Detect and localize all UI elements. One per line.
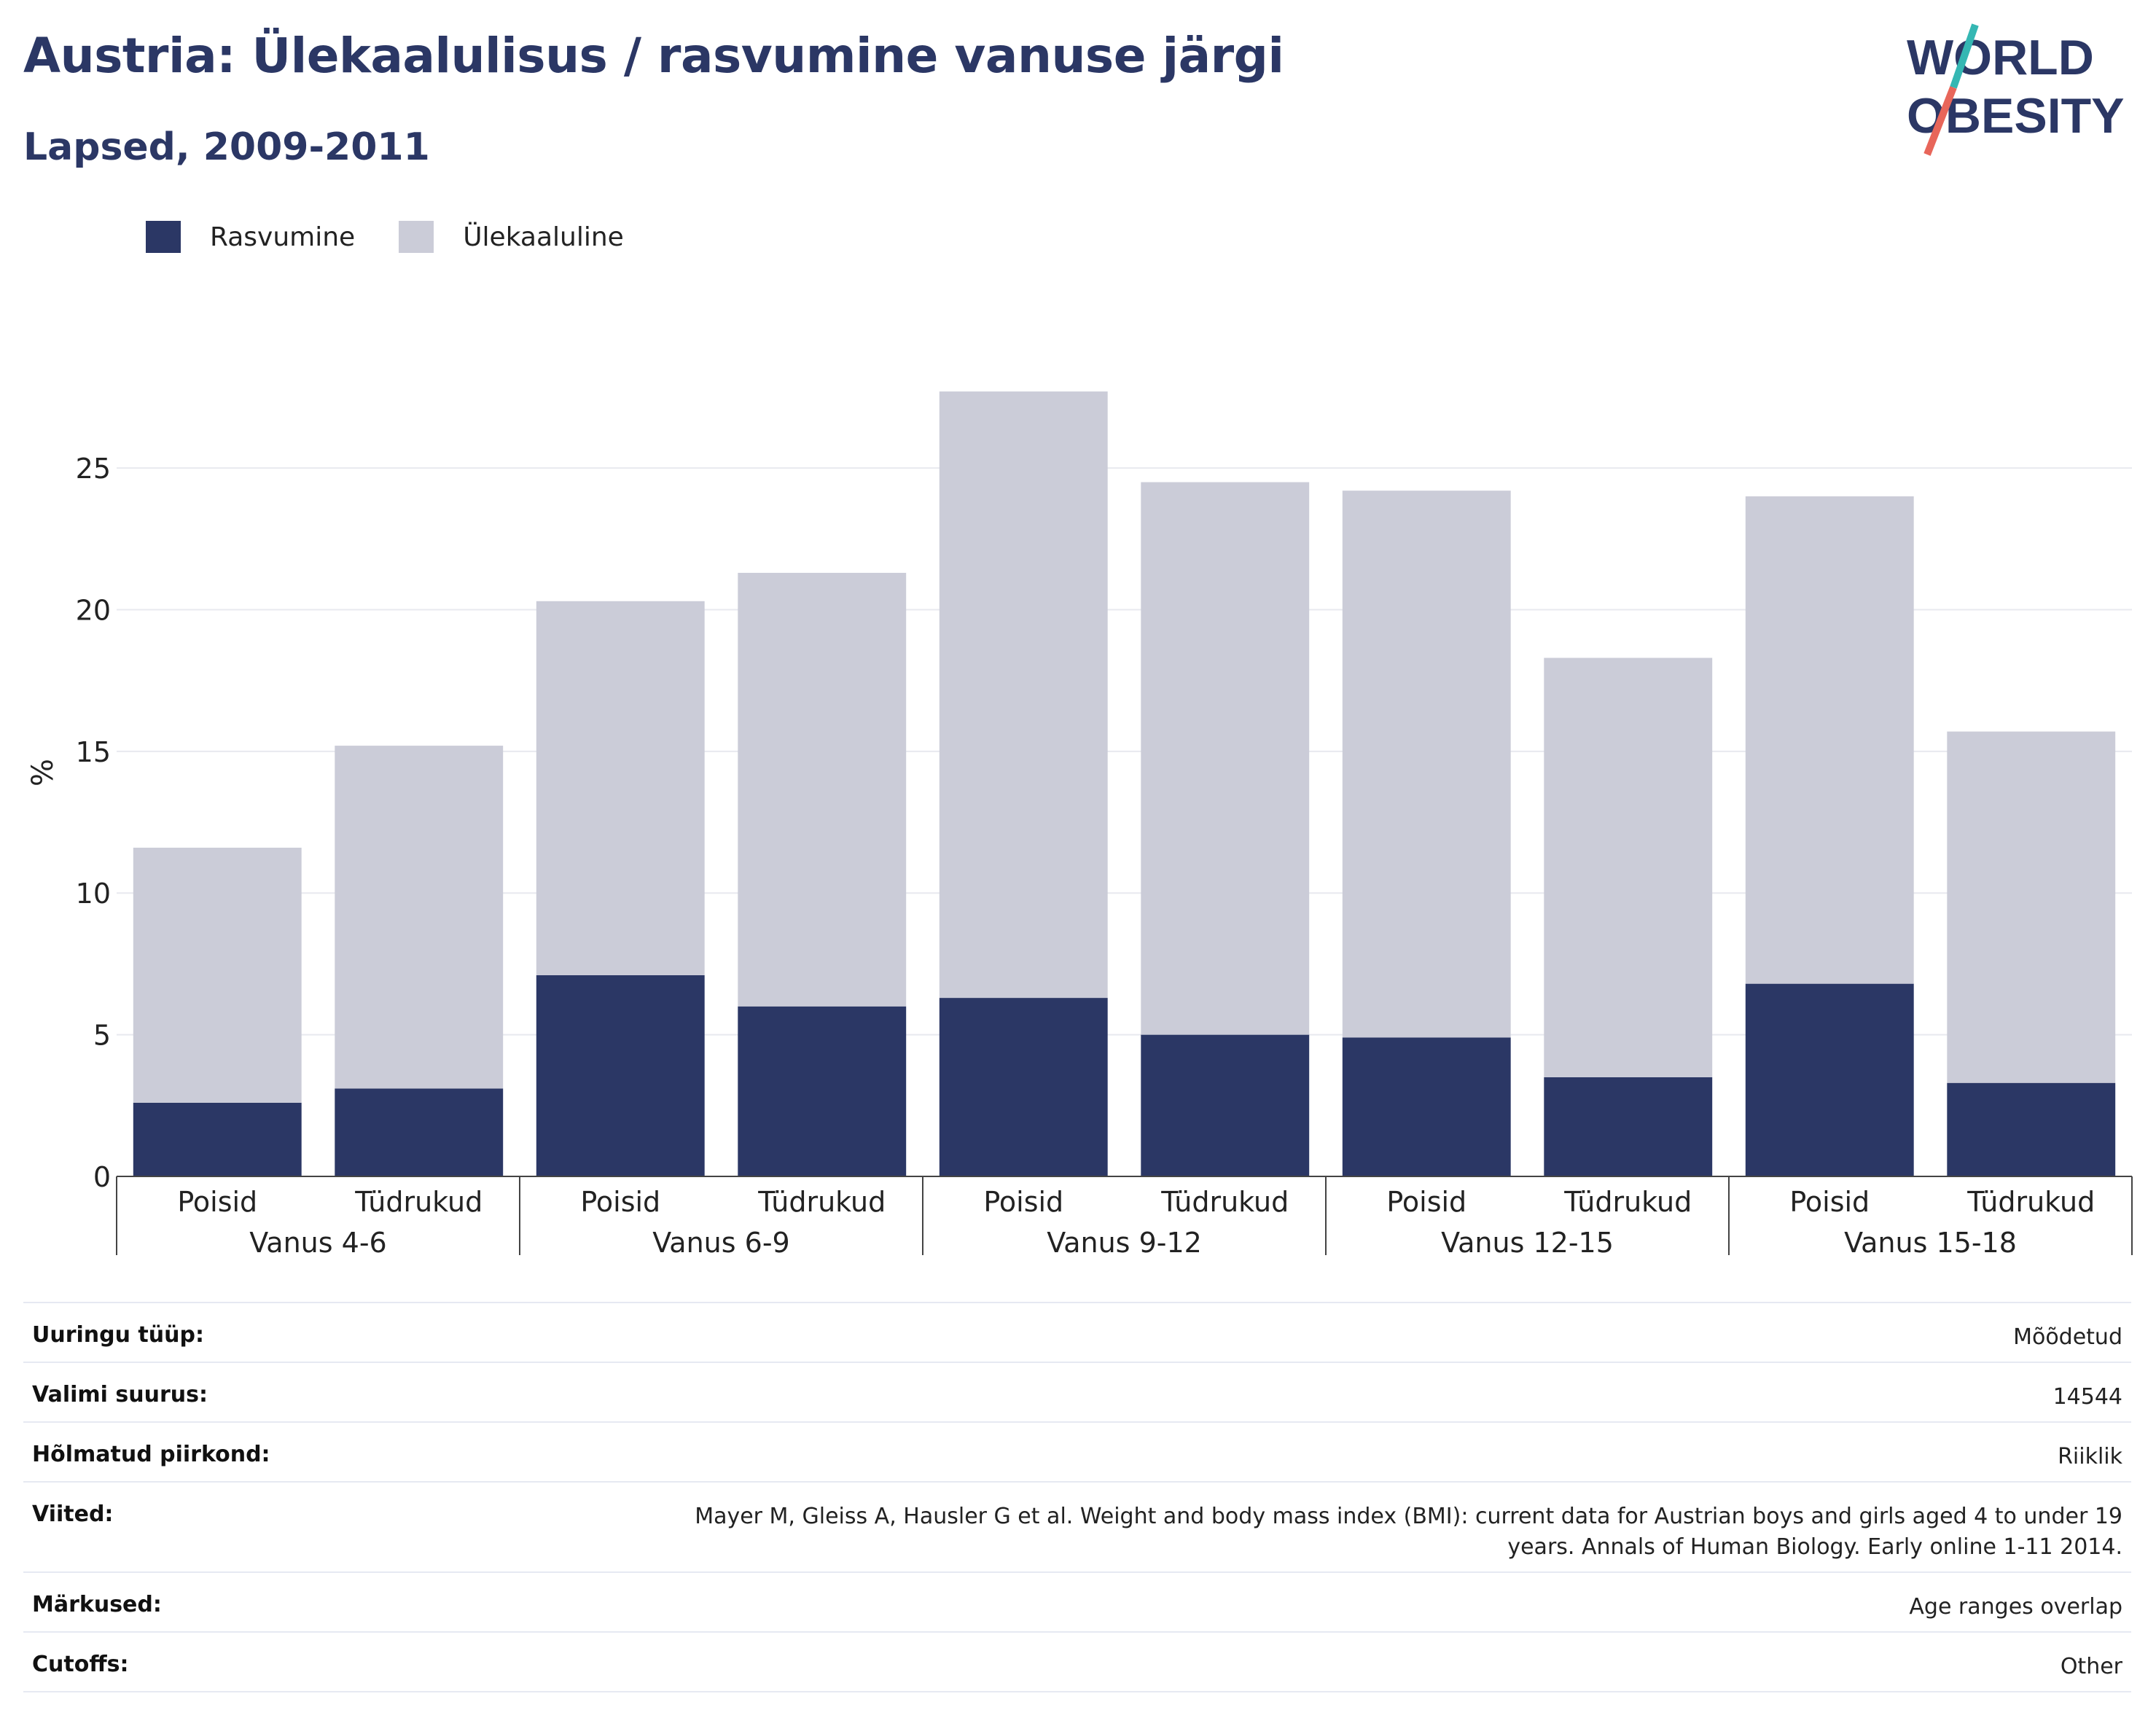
stacked-bar-chart: 0 5 10 15 20 25% Poisid Tüdrukud Poisid Tüdrukud P…	[26, 391, 2133, 1259]
x-tick-label: Tüdrukud	[757, 1186, 886, 1218]
bar-obesity	[1745, 983, 1914, 1176]
legend-item-overweight: Ülekaaluline	[399, 221, 624, 253]
chart-title: Austria: Ülekaalulisus / rasvumine vanus…	[23, 28, 1284, 84]
bar-obesity	[1544, 1077, 1713, 1176]
bar-overweight	[536, 601, 705, 975]
info-value: Mõõdetud	[2013, 1324, 2122, 1350]
bar-obesity	[536, 975, 705, 1176]
bar-overweight	[133, 848, 302, 1103]
x-tick-label: Poisid	[177, 1186, 257, 1218]
y-axis-label: %	[26, 759, 60, 786]
bar-obesity	[738, 1006, 907, 1176]
y-tick-label: 5	[93, 1020, 111, 1052]
info-table: Uuringu tüüp: Mõõdetud Valimi suurus: 14…	[23, 1302, 2131, 1692]
bar-overweight	[335, 746, 504, 1089]
info-row-sample-size: Valimi suurus: 14544	[23, 1363, 2131, 1423]
y-tick-label: 15	[76, 736, 111, 768]
legend-label-obesity: Rasvumine	[210, 222, 356, 252]
info-value: Age ranges overlap	[1909, 1594, 2122, 1620]
y-tick-label: 25	[76, 453, 111, 485]
info-value: Other	[2060, 1654, 2122, 1679]
bar-overweight	[1745, 496, 1914, 984]
group-label: Vanus 6-9	[652, 1227, 789, 1259]
y-tick-label: 0	[93, 1161, 111, 1193]
bar-overweight	[1947, 731, 2116, 1083]
info-row-survey-type: Uuringu tüüp: Mõõdetud	[23, 1303, 2131, 1363]
bar-overweight	[738, 572, 907, 1007]
bar-obesity	[1342, 1037, 1511, 1176]
info-row-cutoffs: Cutoffs: Other	[23, 1633, 2131, 1692]
bar-obesity	[1141, 1034, 1310, 1176]
info-row-references: Viited: Mayer M, Gleiss A, Hausler G et …	[23, 1483, 2131, 1573]
y-tick-label: 10	[76, 878, 111, 910]
info-label: Uuringu tüüp:	[32, 1322, 204, 1348]
x-tick-label: Tüdrukud	[354, 1186, 483, 1218]
bar-overweight	[1342, 491, 1511, 1038]
info-row-area-covered: Hõlmatud piirkond: Riiklik	[23, 1423, 2131, 1483]
bar-obesity	[1947, 1082, 2116, 1176]
info-label: Valimi suurus:	[32, 1382, 208, 1407]
world-obesity-logo: WORLD OBESITY	[1907, 23, 2125, 156]
y-tick-label: 20	[76, 594, 111, 626]
info-value: Riiklik	[2058, 1444, 2122, 1469]
chart-legend: Rasvumine Ülekaaluline	[146, 219, 668, 255]
group-label: Vanus 12-15	[1441, 1227, 1614, 1259]
info-label: Viited:	[32, 1501, 114, 1527]
x-tick-label: Poisid	[580, 1186, 660, 1218]
bar-obesity	[133, 1102, 302, 1176]
info-label: Märkused:	[32, 1592, 162, 1617]
x-tick-label: Poisid	[983, 1186, 1063, 1218]
group-label: Vanus 9-12	[1047, 1227, 1202, 1259]
x-tick-label: Tüdrukud	[1563, 1186, 1692, 1218]
legend-item-obesity: Rasvumine	[146, 221, 355, 253]
group-label: Vanus 15-18	[1844, 1227, 2017, 1259]
info-value: Mayer M, Gleiss A, Hausler G et al. Weig…	[695, 1504, 2122, 1560]
x-tick-label: Poisid	[1386, 1186, 1466, 1218]
info-label: Hõlmatud piirkond:	[32, 1442, 270, 1467]
x-tick-label: Tüdrukud	[1160, 1186, 1289, 1218]
info-row-notes: Märkused: Age ranges overlap	[23, 1573, 2131, 1633]
bar-overweight	[939, 391, 1108, 999]
chart-subtitle: Lapsed, 2009-2011	[23, 125, 430, 169]
bar-overweight	[1141, 482, 1310, 1035]
info-label: Cutoffs:	[32, 1652, 129, 1677]
legend-swatch-obesity	[146, 221, 181, 253]
bar-obesity	[939, 998, 1108, 1176]
legend-label-overweight: Ülekaaluline	[463, 222, 624, 252]
svg-text:WORLD: WORLD	[1907, 30, 2094, 85]
x-tick-label: Poisid	[1789, 1186, 1870, 1218]
bar-overweight	[1544, 657, 1713, 1077]
group-label: Vanus 4-6	[249, 1227, 386, 1259]
legend-swatch-overweight	[399, 221, 434, 253]
bar-obesity	[335, 1088, 504, 1176]
info-value: 14544	[2053, 1384, 2122, 1410]
x-tick-label: Tüdrukud	[1966, 1186, 2095, 1218]
